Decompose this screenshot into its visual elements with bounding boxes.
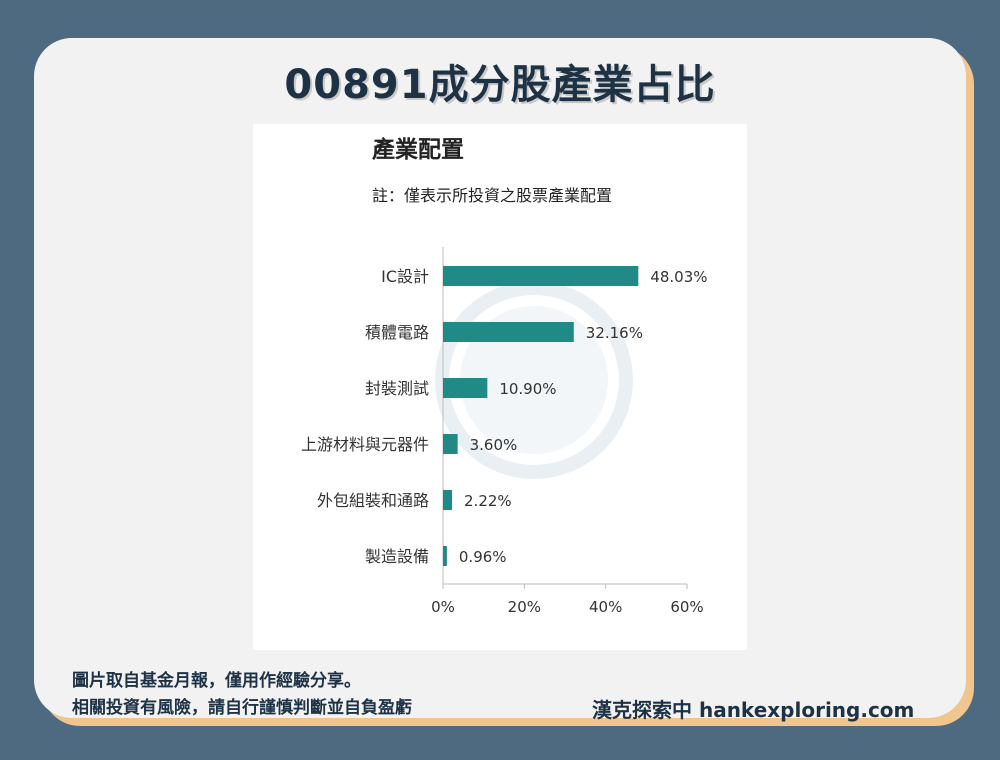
watermark-logo xyxy=(435,281,633,479)
chart-axes: 0% 20% 40% 60% xyxy=(431,247,704,616)
bar-1 xyxy=(443,266,639,286)
category-label: IC設計 xyxy=(381,267,429,286)
chart-panel xyxy=(253,124,747,650)
bar-4 xyxy=(443,434,458,454)
bar-6 xyxy=(443,546,447,566)
chart-title: 產業配置 xyxy=(372,137,464,163)
bar-chart: 0% 20% 40% 60% IC設計 48.03% 積體電路 32.16% 封裝測試 10.9… xyxy=(301,247,708,616)
page-title: 00891成分股產業占比 xyxy=(284,62,716,108)
value-label: 48.03% xyxy=(650,268,707,286)
value-label: 0.96% xyxy=(459,548,507,566)
x-tick-label: 60% xyxy=(670,598,703,616)
footnote-line-1: 圖片取自基金月報，僅用作經驗分享。 xyxy=(72,671,361,691)
value-label: 3.60% xyxy=(470,436,518,454)
x-tick-label: 20% xyxy=(508,598,541,616)
category-label: 外包組裝和通路 xyxy=(317,491,429,510)
bar-5 xyxy=(443,490,453,510)
footnote-line-2: 相關投資有風險，請自行謹慎判斷並自負盈虧 xyxy=(72,698,412,718)
category-label: 積體電路 xyxy=(365,323,429,342)
brand-footer: 漢克探索中 hankexploring.com xyxy=(592,698,915,722)
value-label: 32.16% xyxy=(586,324,643,342)
bar-3 xyxy=(443,378,488,398)
value-label: 10.90% xyxy=(499,380,556,398)
category-label: 製造設備 xyxy=(365,547,429,566)
x-tick-label: 0% xyxy=(431,598,455,616)
chart-subtitle: 註：僅表示所投資之股票產業配置 xyxy=(372,186,613,205)
chart-bars: IC設計 48.03% 積體電路 32.16% 封裝測試 10.90% 上游材料與元器件 3.… xyxy=(301,266,708,566)
bar-2 xyxy=(443,322,574,342)
footnote: 圖片取自基金月報，僅用作經驗分享。 相關投資有風險，請自行謹慎判斷並自負盈虧 xyxy=(72,668,412,722)
value-label: 2.22% xyxy=(464,492,512,510)
category-label: 上游材料與元器件 xyxy=(301,435,429,454)
x-tick-label: 40% xyxy=(589,598,622,616)
category-label: 封裝測試 xyxy=(365,379,429,398)
